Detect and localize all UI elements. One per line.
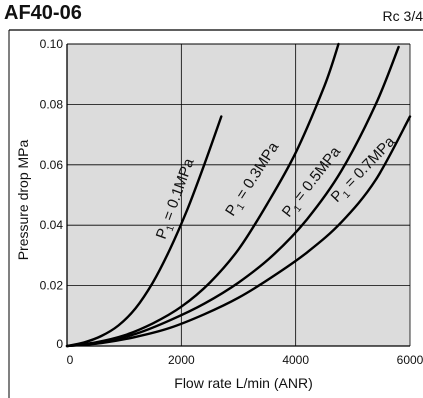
y-axis-label: Pressure drop MPa: [15, 139, 31, 260]
y-tick-label: 0.02: [40, 279, 64, 293]
x-tick-label: 4000: [282, 353, 309, 367]
x-tick-label: 6000: [397, 353, 423, 367]
port-size-label: Rc 3/4: [382, 8, 423, 24]
x-tick-label: 0: [67, 353, 74, 367]
y-tick-label: 0.08: [40, 97, 64, 111]
axes: [8, 29, 423, 398]
page-title: AF40-06: [4, 2, 82, 24]
curves: [65, 42, 412, 348]
curve-p1-0-7mpa: [65, 115, 412, 348]
plot-area: [67, 44, 410, 346]
y-tick-label: 0.04: [40, 218, 64, 232]
y-tick-label: 0.10: [40, 37, 64, 51]
y-tick-label: 0.06: [40, 158, 64, 172]
curve-p1-0-3mpa: [65, 42, 340, 348]
tick-labels: 0 2000 4000 6000 0 0.02 0.04 0.06 0.08 0.10: [40, 37, 423, 367]
x-axis-label: Flow rate L/min (ANR): [174, 375, 312, 391]
curve-p1-0-5mpa: [65, 45, 400, 348]
curve-p1-0-1mpa: [65, 115, 223, 348]
x-tick-label: 2000: [168, 353, 195, 367]
y-tick-label: 0: [56, 337, 63, 351]
